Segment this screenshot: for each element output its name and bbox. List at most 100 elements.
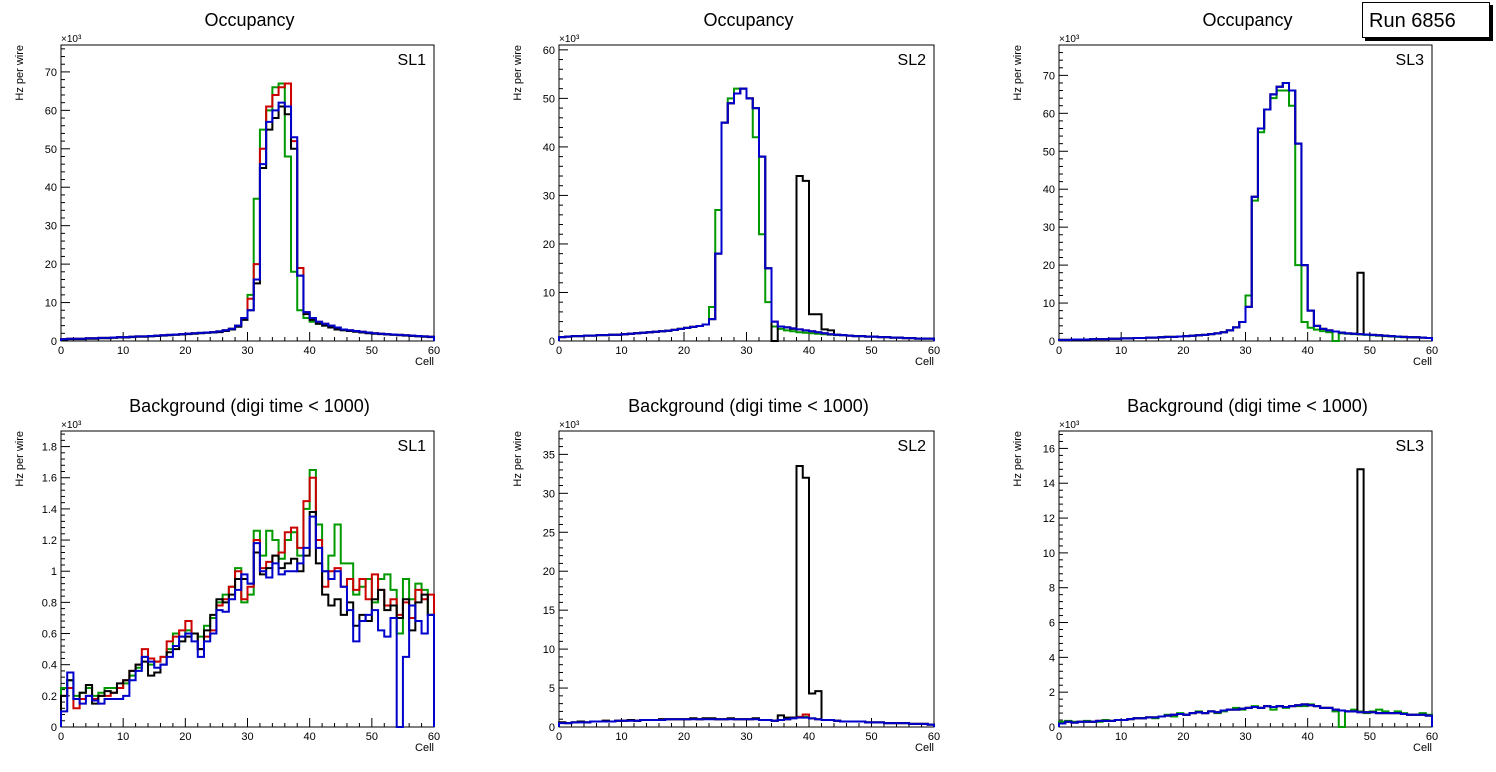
y-tick-label: 10: [1043, 548, 1055, 560]
y-tick-label: 0: [1049, 722, 1055, 734]
x-tick-label: 30: [1239, 731, 1251, 743]
x-tick-label: 10: [117, 345, 129, 357]
x-tick-label: 60: [1426, 345, 1438, 357]
x-tick-label: 10: [615, 345, 627, 357]
panel-label: SL1: [398, 52, 427, 69]
x-tick-label: 40: [1302, 731, 1314, 743]
y-tick-label: 0: [51, 722, 57, 734]
y-tick-label: 0.6: [42, 629, 57, 641]
histogram-series-black: [1058, 468, 1433, 727]
x-tick-label: 0: [1056, 345, 1062, 357]
y-tick-label: 10: [1043, 298, 1055, 310]
x-tick-label: 0: [58, 345, 64, 357]
y-tick-label: 40: [45, 182, 57, 194]
x-tick-label: 50: [366, 345, 378, 357]
y-tick-label: 60: [1043, 108, 1055, 120]
x-axis-label: Cell: [415, 742, 434, 754]
y-tick-label: 6: [1049, 618, 1055, 630]
x-tick-label: 40: [1302, 345, 1314, 357]
x-tick-label: 10: [117, 731, 129, 743]
y-axis-label: Hz per wire: [1012, 45, 1024, 101]
axis-multiplier: ×10³: [1059, 34, 1080, 45]
y-tick-label: 30: [543, 190, 555, 202]
x-axis-label: Cell: [1413, 742, 1432, 754]
x-tick-label: 60: [928, 345, 940, 357]
y-tick-label: 10: [543, 644, 555, 656]
y-tick-label: 20: [543, 239, 555, 251]
x-axis-label: Cell: [415, 356, 434, 368]
x-tick-label: 60: [1426, 731, 1438, 743]
y-tick-label: 15: [543, 605, 555, 617]
y-tick-label: 30: [45, 221, 57, 233]
x-tick-label: 60: [428, 731, 440, 743]
chart-title: Occupancy: [703, 10, 793, 30]
y-tick-label: 10: [45, 298, 57, 310]
chart-title: Occupancy: [1202, 10, 1292, 30]
histogram-series-red: [60, 82, 435, 341]
y-tick-label: 0.2: [42, 691, 57, 703]
x-tick-label: 60: [428, 345, 440, 357]
y-tick-label: 60: [543, 45, 555, 57]
histogram-series-blue: [558, 716, 935, 727]
histogram-series-green: [1058, 89, 1433, 342]
x-tick-label: 0: [58, 731, 64, 743]
x-tick-label: 30: [740, 345, 752, 357]
histogram-series-blue: [60, 101, 435, 341]
x-tick-label: 40: [803, 731, 815, 743]
histogram-series-blue: [558, 87, 935, 341]
panel-label: SL3: [1396, 438, 1425, 455]
histogram-panel-3: Occupancy SL3 0 10 20 30 40 50 60 0 10 20 30 40 50 60 70…: [1012, 10, 1438, 368]
x-tick-label: 40: [304, 731, 316, 743]
panel-label: SL2: [898, 438, 927, 455]
histogram-series-black: [558, 465, 935, 727]
x-tick-label: 30: [241, 345, 253, 357]
y-axis-label: Hz per wire: [1012, 431, 1024, 487]
y-tick-label: 70: [45, 67, 57, 79]
y-tick-label: 1.4: [42, 504, 57, 516]
histogram-panel-1: Occupancy SL1 0 10 20 30 40 50 60 0 10 20 30 40 50 60 70…: [14, 10, 440, 368]
axis-multiplier: ×10³: [61, 420, 82, 431]
y-tick-label: 25: [543, 527, 555, 539]
y-tick-label: 30: [1043, 222, 1055, 234]
y-tick-label: 1.8: [42, 442, 57, 454]
histogram-series-blue: [1058, 703, 1433, 727]
y-axis-label: Hz per wire: [14, 431, 26, 487]
plot-frame: [558, 430, 935, 728]
x-tick-label: 0: [556, 731, 562, 743]
chart-title: Background (digi time < 1000): [628, 396, 869, 416]
y-tick-label: 10: [543, 287, 555, 299]
x-tick-label: 10: [1115, 731, 1127, 743]
y-tick-label: 20: [543, 566, 555, 578]
x-tick-label: 10: [1115, 345, 1127, 357]
y-tick-label: 50: [45, 144, 57, 156]
y-axis-label: Hz per wire: [512, 431, 524, 487]
x-axis-label: Cell: [1413, 356, 1432, 368]
histogram-series-blue: [1058, 81, 1433, 341]
x-tick-label: 20: [179, 731, 191, 743]
axis-multiplier: ×10³: [559, 34, 580, 45]
y-tick-label: 35: [543, 449, 555, 461]
histogram-series-black: [558, 87, 935, 342]
y-tick-label: 30: [543, 488, 555, 500]
x-tick-label: 20: [678, 345, 690, 357]
x-tick-label: 40: [803, 345, 815, 357]
y-tick-label: 16: [1043, 443, 1055, 455]
y-tick-label: 60: [45, 105, 57, 117]
y-tick-label: 20: [1043, 260, 1055, 272]
chart-title: Occupancy: [204, 10, 294, 30]
y-tick-label: 5: [549, 683, 555, 695]
chart-title: Background (digi time < 1000): [129, 396, 370, 416]
panel-label: SL3: [1396, 52, 1425, 69]
x-tick-label: 20: [678, 731, 690, 743]
x-tick-label: 0: [1056, 731, 1062, 743]
y-tick-label: 1.2: [42, 535, 57, 547]
x-tick-label: 30: [740, 731, 752, 743]
axis-multiplier: ×10³: [559, 420, 580, 431]
y-tick-label: 1: [51, 566, 57, 578]
run-label: Run 6856: [1362, 2, 1490, 38]
y-tick-label: 50: [1043, 146, 1055, 158]
y-tick-label: 4: [1049, 652, 1055, 664]
